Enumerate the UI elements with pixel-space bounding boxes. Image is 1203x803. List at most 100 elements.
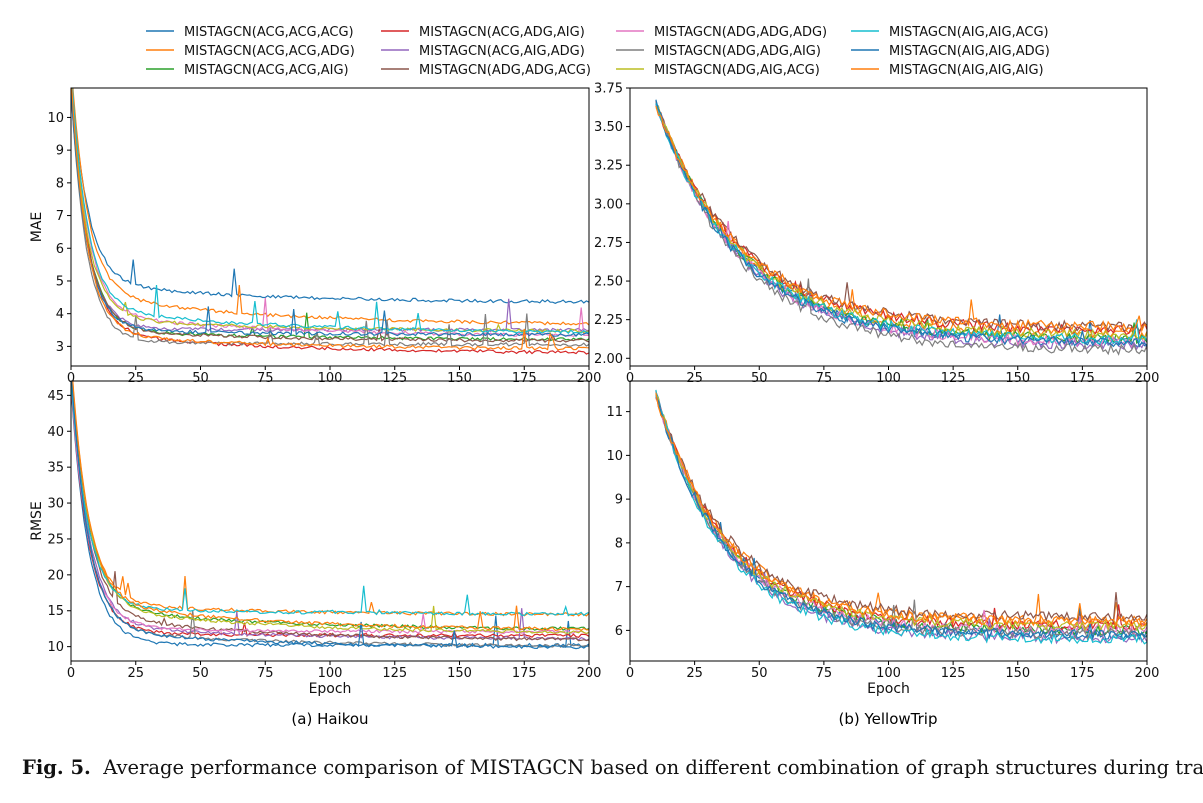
- series-line: [71, 381, 589, 642]
- y-tick-label: 25: [47, 532, 64, 547]
- y-tick-label: 35: [47, 461, 64, 476]
- series-line: [655, 107, 1147, 345]
- x-tick-label: 125: [941, 666, 966, 681]
- series-line: [655, 104, 1147, 336]
- series-line: [71, 382, 589, 635]
- legend-entry: MISTAGCN(AIG,AIG,AIG): [851, 63, 1044, 78]
- y-tick-label: 5: [56, 274, 64, 289]
- y-tick-label: 7: [56, 209, 64, 224]
- series-line: [72, 381, 589, 635]
- series-line: [71, 88, 589, 351]
- x-tick-label: 100: [876, 666, 901, 681]
- legend-label: MISTAGCN(ACG,ACG,AIG): [184, 63, 349, 78]
- series-line: [655, 103, 1147, 348]
- y-tick-label: 2.25: [594, 313, 623, 328]
- series-line: [72, 88, 589, 326]
- y-tick-label: 9: [615, 493, 623, 508]
- y-tick-label: 8: [615, 536, 623, 551]
- series-line: [655, 100, 1147, 356]
- series-line: [71, 88, 589, 334]
- x-tick-label: 25: [686, 666, 703, 681]
- x-tick-label: 0: [626, 666, 634, 681]
- chart-yellowtrip-rmse: 0 25 50 75 100 125 150 175 200 6 7 8 9 10 11 Epoch: [606, 380, 1160, 697]
- y-tick-label: 20: [47, 568, 64, 583]
- series-line: [71, 384, 589, 638]
- series-line: [72, 381, 589, 632]
- legend-entry: MISTAGCN(AIG,AIG,ADG): [851, 44, 1050, 59]
- y-tick-label: 2.75: [594, 236, 623, 251]
- legend-label: MISTAGCN(ACG,ADG,AIG): [419, 25, 585, 40]
- x-tick-label: 75: [257, 666, 274, 681]
- x-tick-label: 75: [257, 371, 274, 386]
- series-line: [655, 394, 1147, 637]
- series-line: [71, 88, 589, 342]
- caption-label: Fig. 5.: [22, 756, 91, 779]
- x-tick-label: 75: [816, 666, 833, 681]
- series-line: [71, 88, 589, 343]
- x-tick-label: 200: [1135, 371, 1160, 386]
- x-tick-label: 25: [127, 666, 144, 681]
- series-line: [655, 393, 1147, 623]
- series-line: [655, 103, 1147, 346]
- legend-entry: MISTAGCN(ADG,AIG,ACG): [616, 63, 820, 78]
- series-line: [655, 396, 1147, 641]
- legend-entry: MISTAGCN(ACG,ACG,AIG): [146, 63, 349, 78]
- legend-entry: MISTAGCN(ACG,ACG,ACG): [146, 25, 354, 40]
- legend-label: MISTAGCN(ACG,ACG,ACG): [184, 25, 354, 40]
- series-group: [655, 389, 1147, 645]
- chart-yellowtrip-mae: 0 25 50 75 100 125 150 175 200 2.00 2.25 2.50 2.75 3.…: [594, 82, 1159, 387]
- series-line: [71, 381, 589, 617]
- series-line: [655, 397, 1147, 645]
- series-line: [655, 393, 1147, 632]
- plot-frame: [70, 380, 590, 662]
- series-line: [71, 88, 589, 355]
- y-tick-label: 4: [56, 307, 64, 322]
- x-axis-label: Epoch: [867, 681, 910, 697]
- y-tick-label: 3: [56, 340, 64, 355]
- x-tick-label: 50: [751, 371, 768, 386]
- y-tick-label: 11: [606, 405, 623, 420]
- series-line: [71, 90, 589, 347]
- series-line: [655, 391, 1147, 632]
- x-tick-label: 100: [876, 371, 901, 386]
- x-tick-label: 150: [1005, 666, 1030, 681]
- y-tick-label: 15: [47, 604, 64, 619]
- series-line: [71, 381, 589, 650]
- legend: MISTAGCN(ACG,ACG,ACG) MISTAGCN(ACG,ACG,AD…: [146, 25, 1050, 78]
- legend-label: MISTAGCN(AIG,AIG,AIG): [889, 63, 1044, 78]
- series-line: [655, 104, 1147, 348]
- y-tick-label: 2.00: [594, 352, 623, 367]
- series-line: [655, 99, 1147, 348]
- x-tick-label: 50: [751, 666, 768, 681]
- x-tick-label: 175: [1070, 371, 1095, 386]
- y-tick-label: 3.25: [594, 159, 623, 174]
- y-tick-label: 45: [47, 389, 64, 404]
- chart-haikou-rmse: 0 25 50 75 100 125 150 175 200 10 15 20 25 30 35 40 45 RM…: [29, 380, 602, 697]
- x-tick-label: 50: [192, 666, 209, 681]
- x-tick-label: 200: [1135, 666, 1160, 681]
- series-line: [655, 106, 1147, 332]
- x-tick-label: 175: [512, 371, 537, 386]
- x-tick-label: 150: [447, 666, 472, 681]
- y-tick-label: 8: [56, 176, 64, 191]
- series-group: [71, 381, 589, 650]
- series-group: [655, 99, 1147, 356]
- y-tick-label: 2.50: [594, 275, 623, 290]
- y-tick-label: 7: [615, 580, 623, 595]
- x-tick-label: 200: [577, 666, 602, 681]
- y-tick-label: 6: [615, 624, 623, 639]
- y-tick-label: 9: [56, 144, 64, 159]
- y-axis-label: MAE: [29, 212, 45, 243]
- series-line: [71, 88, 589, 304]
- series-line: [655, 395, 1147, 640]
- legend-entry: MISTAGCN(ACG,ACG,ADG): [146, 44, 355, 59]
- legend-label: MISTAGCN(ADG,AIG,ACG): [654, 63, 820, 78]
- y-tick-label: 10: [47, 111, 64, 126]
- series-line: [71, 381, 589, 631]
- y-tick-label: 30: [47, 497, 64, 512]
- x-tick-label: 200: [577, 371, 602, 386]
- legend-label: MISTAGCN(ADG,ADG,ACG): [419, 63, 591, 78]
- legend-label: MISTAGCN(ADG,ADG,ADG): [654, 25, 827, 40]
- series-line: [71, 88, 589, 337]
